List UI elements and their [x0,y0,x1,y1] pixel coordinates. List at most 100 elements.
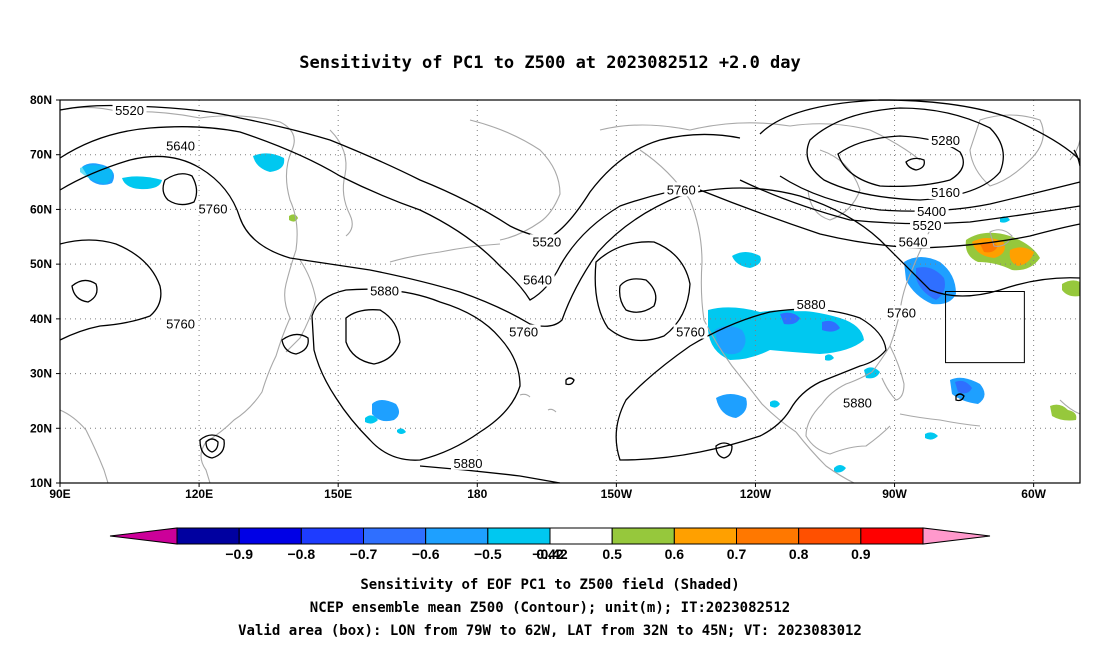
lat-tick-label: 40N [30,312,52,326]
contour-label-bg [914,204,949,219]
shade-blob-green [1050,404,1077,421]
lon-tick-label: 150W [601,487,633,501]
shade-blob-light [253,153,285,172]
contour-label: 5760 [509,325,538,340]
contour-5760-west [59,155,1081,327]
contour-loop-2 [281,333,309,355]
colorbar-bin [425,527,489,545]
contour-label-bg [928,185,963,200]
z500-contours [59,99,1081,484]
colorbar-label: −0.6 [412,546,440,562]
colorbar-bin [176,527,240,545]
colorbar-bin [363,527,427,545]
contour-label: 5640 [523,273,552,288]
coast-aleutians [389,243,501,263]
lat-tick-label: 80N [30,93,52,107]
contour-label: 5880 [797,297,826,312]
coast-africa-edge [1059,399,1081,415]
coast-newfoundland [989,229,1013,247]
contour-loop-4 [715,442,733,459]
figure-title: Sensitivity of PC1 to Z500 at 2023082512… [299,53,801,73]
colorbar-end-right [922,527,991,545]
contour-label-bg [112,102,147,117]
contour-5880-east [615,308,887,461]
colorbar-bin [798,527,862,545]
contour-5760-pacific-cutoff [594,241,691,342]
coast-greenland [969,114,1044,187]
contour-label: 5760 [166,316,195,331]
lon-tick-label: 150E [324,487,352,501]
contour-label-bg [520,272,555,287]
contour-label-bg [506,324,541,339]
colorbar-bin [736,527,800,545]
contour-5520-west [59,104,741,239]
contour-loop-3b [205,438,219,453]
map-background [60,100,1080,483]
contour-label: 5280 [931,133,960,148]
shade-blob-light [708,307,864,360]
colorbar-label: −0.9 [225,546,253,562]
colorbar-label: 0.7 [727,546,747,562]
contour-label-bg [673,324,708,339]
contour-loop-3 [199,434,225,459]
contour-label: 5760 [676,325,705,340]
contour-label: 5400 [917,204,946,219]
contour-label: 5880 [843,396,872,411]
colorbar-label: 0.42 [536,546,563,562]
colorbar-bin [549,527,613,545]
shade-blob-light [732,252,761,268]
contour-label: 5880 [454,456,483,471]
colorbar-bin [860,527,924,545]
contour-label: 5520 [913,218,942,233]
colorbar-label: 0.6 [665,546,685,562]
contour-5640-west [59,126,701,301]
shade-blob-light [770,400,780,408]
contour-label: 5520 [532,234,561,249]
contour-loop-6 [955,393,965,402]
contour-label-bg [163,138,198,153]
island-small [519,393,531,398]
shade-blob-light [365,415,378,424]
lat-tick-label: 70N [30,148,52,162]
longitude-tick-labels: 90E 120E 150E 180 150W 120W 90W 60W [49,483,1047,501]
contour-5760-low-west [59,239,162,341]
coast-central-america [795,431,855,484]
contour-label: 5760 [199,201,228,216]
colorbar-bin [238,527,302,545]
colorbar-label: −0.42 [532,546,568,562]
contour-label: 5760 [667,182,696,197]
contour-label: 5640 [899,234,928,249]
coast-florida [881,345,905,401]
colorbar-bin [673,527,737,545]
contour-loop-1 [71,279,98,303]
contour-label-bg [367,283,402,298]
colorbar: −0.9 −0.8 −0.7 −0.6 −0.5 −0.420.42 0.5 0.6 0.7 0.… [109,527,991,562]
contour-label-bg [928,133,963,148]
contour-5880-south [419,465,561,484]
colorbar-end-left [109,527,178,545]
shade-blob-light [834,465,846,473]
latitude-tick-labels: 80N 70N 60N 50N 40N 30N 20N 10N [30,93,60,490]
shade-blob-light [397,428,406,434]
lon-tick-label: 90E [49,487,70,501]
coast-kamchatka [329,129,353,237]
shade-blob-light [372,400,400,422]
lon-tick-label: 120W [740,487,772,501]
contour-loop-5 [565,377,575,386]
contour-5760-inner [618,278,657,313]
colorbar-label: −0.8 [288,546,316,562]
coast-gulf [805,403,891,455]
caption-line-2: NCEP ensemble mean Z500 (Contour); unit(… [310,600,790,616]
contour-label-bg [794,297,829,312]
contour-label-bg [196,201,230,216]
contour-label-bg [451,455,485,470]
shade-blob-orange [1009,247,1034,266]
lat-tick-label: 10N [30,476,52,490]
caption-line-3: Valid area (box): LON from 79W to 62W, L… [238,623,862,639]
shade-blob-blue [715,326,746,355]
shade-blob-light [80,164,113,184]
island-hawaii [547,408,557,413]
